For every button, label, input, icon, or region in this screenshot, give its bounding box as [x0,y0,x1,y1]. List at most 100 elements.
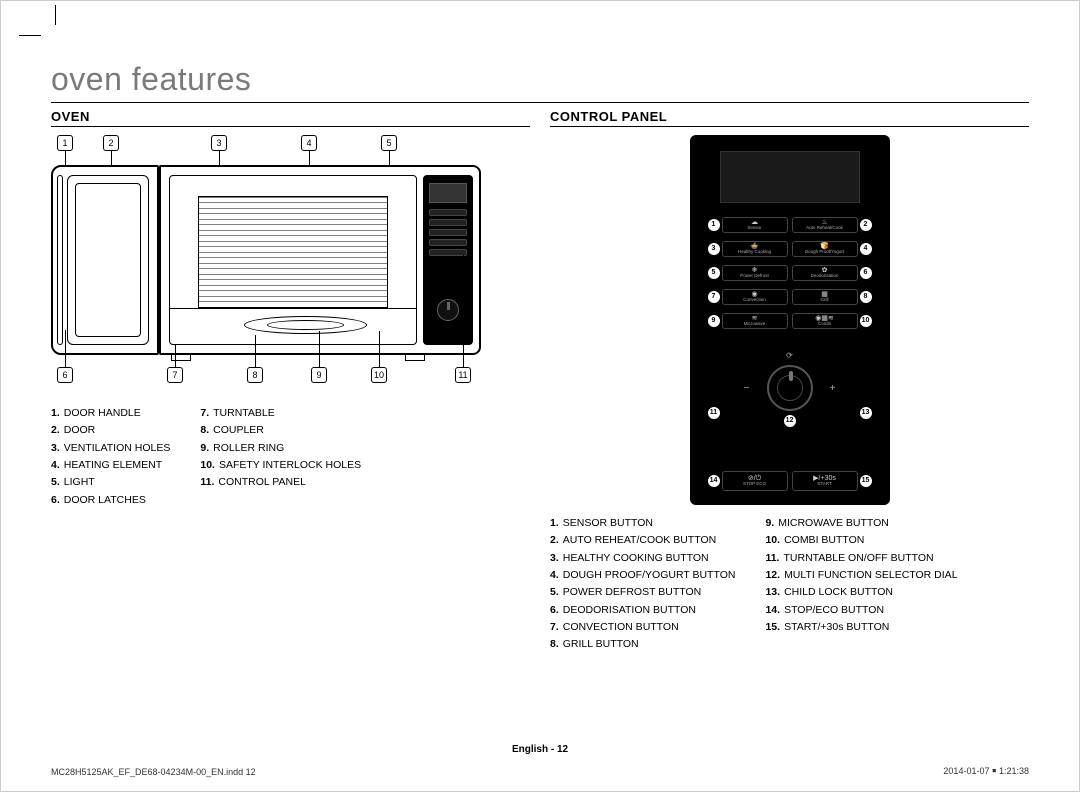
legend-item: 5.POWER DEFROST BUTTON [550,584,735,601]
oven-legend-col1: 1.DOOR HANDLE 2.DOOR 3.VENTILATION HOLES… [51,405,170,509]
cp-row: 7 ◉Convection ▦Grill 8 [708,287,872,307]
cp-row: 1 ☁Sensor ♨Auto Reheat/Cook 2 [708,215,872,235]
turntable [244,316,367,334]
col-control-panel: CONTROL PANEL 1 ☁Sensor ♨Auto Reheat/Coo… [550,109,1029,654]
oven-legend: 1.DOOR HANDLE 2.DOOR 3.VENTILATION HOLES… [51,405,530,509]
turntable-icon: ⟳ [786,351,793,360]
cp-num-7: 7 [708,291,720,303]
legend-item: 13.CHILD LOCK BUTTON [765,584,957,601]
minus-icon: − [744,383,750,394]
legend-text: CONTROL PANEL [218,476,306,488]
legend-item: 6.DEODORISATION BUTTON [550,602,735,619]
door-glass [75,183,141,337]
oven-body [51,165,481,355]
oven-foot [405,355,425,361]
lead [319,331,320,367]
cp-num-10: 10 [860,315,872,327]
footer-timestamp: 2014-01-07 ￭ 1:21:38 [943,764,1029,777]
cp-num-5: 5 [708,267,720,279]
control-panel-wrap: 1 ☁Sensor ♨Auto Reheat/Cook 2 3 🍲Healthy… [550,135,1029,505]
microwave-button[interactable]: ≋Microwave [722,313,788,329]
col-oven: OVEN 1 2 3 4 5 [51,109,530,654]
legend-text: MICROWAVE BUTTON [778,517,889,529]
cavity-back [198,196,388,308]
cp-row: 9 ≋Microwave ◉▦≋Combi 10 [708,311,872,331]
deodorisation-button[interactable]: ✿Deodorisation [792,265,858,281]
stop-eco-button[interactable]: ⊘/⏻ STOP ECO [722,471,788,491]
panel-dial-mini [437,299,459,321]
cp-num-13: 13 [860,407,872,419]
legend-item: 10.COMBI BUTTON [765,532,957,549]
legend-text: MULTI FUNCTION SELECTOR DIAL [784,569,957,581]
turntable-inner [267,320,344,330]
legend-text: VENTILATION HOLES [64,442,171,454]
legend-item: 11.TURNTABLE ON/OFF BUTTON [765,550,957,567]
lead [175,345,176,367]
legend-item: 8.GRILL BUTTON [550,636,735,653]
legend-item: 12.MULTI FUNCTION SELECTOR DIAL [765,567,957,584]
combi-button[interactable]: ◉▦≋Combi [792,313,858,329]
callout-3: 3 [211,135,227,151]
legend-text: POWER DEFROST BUTTON [563,586,701,598]
panel-row [429,249,467,256]
callout-11: 11 [455,367,471,383]
cp-num-1: 1 [708,219,720,231]
cp-num-11: 11 [708,407,720,419]
legend-item: 1.DOOR HANDLE [51,405,170,422]
legend-item: 2.DOOR [51,422,170,439]
legend-item: 4.DOUGH PROOF/YOGURT BUTTON [550,567,735,584]
legend-item: 1.SENSOR BUTTON [550,515,735,532]
callout-2: 2 [103,135,119,151]
oven-foot [171,355,191,361]
footer-filename: MC28H5125AK_EF_DE68-04234M-00_EN.indd 12 [51,767,256,777]
control-panel-strip [423,175,473,345]
legend-item: 3.VENTILATION HOLES [51,440,170,457]
grill-button[interactable]: ▦Grill [792,289,858,305]
cp-button-grid: 1 ☁Sensor ♨Auto Reheat/Cook 2 3 🍲Healthy… [708,215,872,335]
callout-7: 7 [167,367,183,383]
lead [463,255,464,367]
legend-text: DOOR [64,424,96,436]
sensor-button[interactable]: ☁Sensor [722,217,788,233]
btn-label: START [817,482,831,487]
legend-item: 5.LIGHT [51,474,170,491]
legend-item: 7.TURNTABLE [200,405,361,422]
legend-item: 8.COUPLER [200,422,361,439]
page-title: oven features [51,61,1029,103]
plus-icon: + [830,383,836,394]
callout-8: 8 [247,367,263,383]
btn-label: Grill [821,298,829,303]
cp-num-3: 3 [708,243,720,255]
selector-dial[interactable] [767,365,813,411]
callout-9: 9 [311,367,327,383]
oven-diagram: 1 2 3 4 5 [51,135,530,395]
legend-text: CHILD LOCK BUTTON [784,586,893,598]
lead [65,330,66,367]
legend-text: DEODORISATION BUTTON [563,604,696,616]
cp-num-9: 9 [708,315,720,327]
legend-item: 9.MICROWAVE BUTTON [765,515,957,532]
power-defrost-button[interactable]: ❄Power Defrost [722,265,788,281]
cp-num-14: 14 [708,475,720,487]
convection-button[interactable]: ◉Convection [722,289,788,305]
legend-text: TURNTABLE ON/OFF BUTTON [783,552,933,564]
btn-label: Convection [743,298,766,303]
legend-text: AUTO REHEAT/COOK BUTTON [563,534,716,546]
legend-text: SAFETY INTERLOCK HOLES [219,459,361,471]
legend-item: 14.STOP/ECO BUTTON [765,602,957,619]
legend-text: TURNTABLE [213,407,275,419]
callout-1: 1 [57,135,73,151]
auto-reheat-button[interactable]: ♨Auto Reheat/Cook [792,217,858,233]
healthy-cooking-button[interactable]: 🍲Healthy Cooking [722,241,788,257]
lead [255,335,256,367]
dough-proof-button[interactable]: 🍞Dough Proof/Yogurt [792,241,858,257]
cavity-frame [169,175,417,345]
page: oven features OVEN 1 2 3 4 5 [0,0,1080,792]
start-button[interactable]: ▶/+30s START [792,471,858,491]
legend-item: 9.ROLLER RING [200,440,361,457]
legend-text: CONVECTION BUTTON [563,621,679,633]
btn-label: Dough Proof/Yogurt [805,250,844,255]
oven-door [51,165,159,355]
legend-text: DOOR LATCHES [64,494,146,506]
cp-legend-col1: 1.SENSOR BUTTON 2.AUTO REHEAT/COOK BUTTO… [550,515,735,654]
